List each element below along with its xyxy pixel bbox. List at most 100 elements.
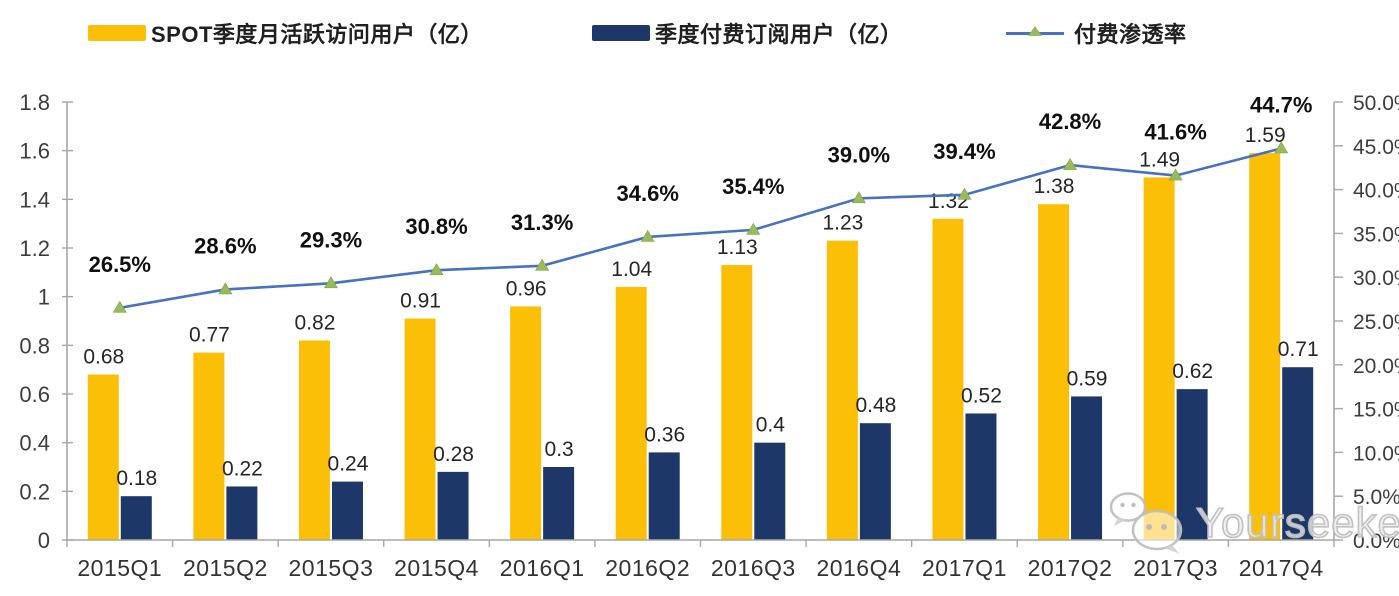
penetration-marker-icon xyxy=(323,276,338,289)
x-axis-label: 2017Q3 xyxy=(1133,555,1218,581)
legend-item-penetration: 付费渗透率 xyxy=(1006,18,1187,48)
mau-value-label: 0.77 xyxy=(189,324,230,347)
right-axis-tick-label: 25.0% xyxy=(1353,311,1399,334)
left-axis-tick-label: 0.4 xyxy=(19,431,50,456)
penetration-value-label: 41.6% xyxy=(1144,120,1206,145)
mau-value-label: 0.68 xyxy=(83,346,124,369)
penetration-value-label: 29.3% xyxy=(300,227,362,252)
mau-bar xyxy=(298,340,330,540)
penetration-marker-icon xyxy=(746,222,761,235)
mau-bar xyxy=(615,286,647,540)
left-axis-tick-label: 1.8 xyxy=(19,90,50,115)
mau-value-label: 1.59 xyxy=(1245,124,1286,147)
penetration-value-label: 28.6% xyxy=(194,233,256,258)
legend-item-mau: SPOT季度月活跃访问用户（亿） xyxy=(88,18,483,48)
subscribers-bar xyxy=(754,442,786,540)
mau-value-label: 1.13 xyxy=(717,236,758,259)
mau-value-label: 0.91 xyxy=(400,290,441,313)
penetration-value-label: 39.4% xyxy=(933,139,995,164)
subscribers-value-label: 0.22 xyxy=(222,457,263,480)
subscribers-value-label: 0.4 xyxy=(756,414,786,437)
penetration-marker-icon xyxy=(1274,141,1289,154)
right-axis-tick-label: 40.0% xyxy=(1353,180,1399,203)
mau-bar xyxy=(193,352,225,540)
subscribers-bar xyxy=(1176,389,1208,540)
subscribers-bar xyxy=(1282,367,1314,540)
subscribers-bar xyxy=(331,481,363,540)
penetration-value-label: 34.6% xyxy=(617,181,679,206)
left-axis-tick-label: 1.6 xyxy=(19,139,50,164)
penetration-marker-icon xyxy=(112,300,127,313)
left-axis-tick-label: 1.2 xyxy=(19,236,50,261)
subscribers-value-label: 0.24 xyxy=(328,453,369,476)
subscribers-value-label: 0.71 xyxy=(1278,338,1319,361)
mau-bar xyxy=(1249,153,1281,540)
x-axis-label: 2015Q1 xyxy=(77,555,162,581)
mau-bar-swatch-icon xyxy=(88,25,146,41)
mau-value-label: 1.23 xyxy=(822,212,863,235)
penetration-marker-icon xyxy=(535,258,550,271)
right-axis-tick-label: 15.0% xyxy=(1353,399,1399,422)
subscribers-bar-swatch-icon xyxy=(592,25,650,41)
subscribers-bar xyxy=(543,467,575,540)
right-axis-tick-label: 5.0% xyxy=(1353,486,1399,509)
left-axis-tick-label: 0.8 xyxy=(19,333,50,358)
penetration-marker-icon xyxy=(851,191,866,204)
penetration-line xyxy=(119,147,1282,310)
mau-bar xyxy=(932,218,964,541)
mau-value-label: 0.82 xyxy=(295,311,336,334)
penetration-marker-icon xyxy=(640,229,655,242)
penetration-marker-icon xyxy=(218,282,233,295)
mau-value-label: 1.38 xyxy=(1034,175,1075,198)
x-axis-label: 2017Q4 xyxy=(1239,555,1324,581)
right-axis-tick-label: 30.0% xyxy=(1353,267,1399,290)
right-axis-tick-label: 35.0% xyxy=(1353,223,1399,246)
mau-bar xyxy=(510,306,542,540)
right-axis-tick-label: 50.0% xyxy=(1353,92,1399,115)
penetration-value-label: 26.5% xyxy=(89,252,151,277)
left-axis-tick-label: 1 xyxy=(38,285,50,310)
penetration-marker-icon xyxy=(1063,157,1078,170)
penetration-value-label: 31.3% xyxy=(511,210,573,235)
penetration-value-label: 35.4% xyxy=(722,174,784,199)
left-axis-tick-label: 1.4 xyxy=(19,187,50,212)
mau-value-label: 1.04 xyxy=(611,258,652,281)
legend-item-subscribers: 季度付费订阅用户（亿） xyxy=(592,18,903,48)
subscribers-value-label: 0.48 xyxy=(855,394,896,417)
subscribers-value-label: 0.62 xyxy=(1172,360,1213,383)
mau-value-label: 1.49 xyxy=(1139,148,1180,171)
subscribers-bar xyxy=(965,413,997,540)
subscribers-value-label: 0.3 xyxy=(545,438,574,461)
mau-value-label: 0.96 xyxy=(506,277,547,300)
x-axis-label: 2015Q2 xyxy=(183,555,268,581)
legend-label-penetration: 付费渗透率 xyxy=(1074,22,1187,47)
legend-label-subscribers: 季度付费订阅用户（亿） xyxy=(655,22,903,47)
triangle-marker-icon xyxy=(1028,25,1042,36)
x-axis-label: 2016Q3 xyxy=(711,555,796,581)
right-axis-tick-label: 45.0% xyxy=(1353,136,1399,159)
penetration-line-swatch-icon xyxy=(1006,25,1064,36)
left-axis-tick-label: 0.2 xyxy=(19,479,50,504)
mau-bar xyxy=(826,240,858,540)
right-axis-tick-label: 10.0% xyxy=(1353,442,1399,465)
penetration-value-label: 30.8% xyxy=(405,214,467,239)
x-axis-label: 2016Q1 xyxy=(500,555,585,581)
mau-bar xyxy=(87,374,119,540)
subscribers-value-label: 0.36 xyxy=(644,423,685,446)
right-axis-tick-label: 20.0% xyxy=(1353,355,1399,378)
subscribers-bar xyxy=(120,496,152,540)
penetration-value-label: 39.0% xyxy=(828,142,890,167)
x-axis-label: 2015Q3 xyxy=(289,555,374,581)
mau-bar xyxy=(1038,204,1070,540)
subscribers-bar xyxy=(859,423,891,540)
x-axis-label: 2016Q4 xyxy=(816,555,901,581)
subscribers-value-label: 0.18 xyxy=(116,467,157,490)
subscribers-bar xyxy=(648,452,680,540)
penetration-marker-icon xyxy=(957,187,972,200)
legend-label-mau: SPOT季度月活跃访问用户（亿） xyxy=(151,22,483,47)
mau-bar xyxy=(721,265,753,540)
x-axis-label: 2017Q2 xyxy=(1028,555,1113,581)
penetration-value-label: 44.7% xyxy=(1250,92,1312,117)
